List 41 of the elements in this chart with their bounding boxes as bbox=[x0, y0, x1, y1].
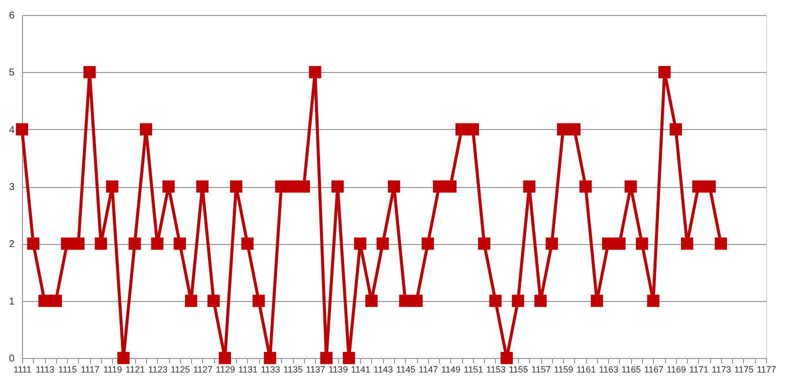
y-tick-label: 0 bbox=[8, 354, 15, 364]
x-tick-label: 1121 bbox=[126, 364, 145, 374]
x-tick-label: 1157 bbox=[531, 364, 551, 374]
x-tick-label: 1119 bbox=[103, 364, 122, 374]
x-tick-label: 1129 bbox=[216, 364, 236, 374]
x-tick-label: 1175 bbox=[734, 364, 754, 374]
x-tick-label: 1115 bbox=[58, 364, 77, 374]
x-tick-label: 1123 bbox=[148, 364, 168, 374]
x-tick-label: 1141 bbox=[351, 364, 370, 374]
x-tick-label: 1131 bbox=[238, 364, 258, 374]
x-tick-label: 1167 bbox=[644, 364, 664, 374]
x-tick-label: 1151 bbox=[464, 364, 484, 374]
x-tick-label: 1149 bbox=[441, 364, 461, 374]
y-tick-label: 5 bbox=[8, 68, 15, 79]
x-tick-label: 1135 bbox=[283, 364, 303, 374]
x-tick-label: 1113 bbox=[36, 364, 54, 374]
x-tick-label: 1155 bbox=[508, 364, 528, 374]
x-tick-label: 1137 bbox=[306, 364, 326, 374]
y-tick-label: 4 bbox=[8, 124, 15, 136]
x-tick-label: 1153 bbox=[486, 364, 506, 374]
x-tick-label: 1177 bbox=[756, 364, 776, 374]
x-tick-label: 1125 bbox=[170, 364, 190, 374]
x-tick-label: 1165 bbox=[622, 364, 641, 374]
x-tick-label: 1145 bbox=[396, 364, 416, 374]
x-tick-label: 1161 bbox=[576, 364, 596, 374]
x-tick-label: 1163 bbox=[599, 364, 618, 374]
x-tick-label: 1133 bbox=[260, 364, 280, 374]
x-tick-label: 1117 bbox=[80, 364, 100, 374]
x-tick-label: 1159 bbox=[554, 364, 574, 374]
x-tick-label: 1147 bbox=[418, 364, 438, 374]
y-tick-label: 1 bbox=[8, 296, 15, 308]
x-tick-label: 1127 bbox=[193, 364, 213, 374]
x-tick-label: 1171 bbox=[689, 364, 709, 374]
x-tick-label: 1173 bbox=[712, 364, 732, 374]
x-tick-label: 1169 bbox=[666, 364, 686, 374]
y-tick-label: 3 bbox=[8, 182, 15, 193]
y-tick-label: 2 bbox=[8, 239, 15, 250]
x-tick-label: 1139 bbox=[328, 364, 348, 374]
x-tick-label: 1143 bbox=[374, 364, 393, 374]
x-tick-label: 1111 bbox=[13, 364, 32, 374]
y-tick-label: 6 bbox=[8, 10, 15, 22]
